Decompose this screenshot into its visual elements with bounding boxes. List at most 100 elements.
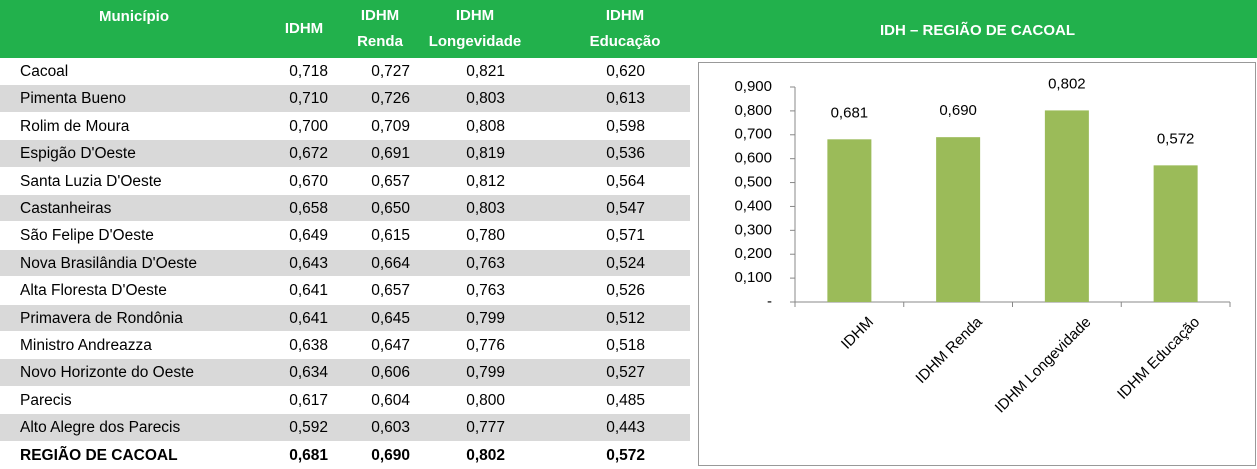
table-cell: 0,571 [606, 227, 645, 245]
table-cell: 0,710 [289, 90, 328, 108]
table-cell: 0,645 [371, 309, 410, 327]
table-cell: Alto Alegre dos Parecis [20, 419, 181, 437]
table-cell: 0,643 [289, 254, 328, 272]
table-cell: 0,672 [289, 145, 328, 163]
table-cell: 0,641 [289, 282, 328, 300]
table-cell: 0,536 [606, 145, 645, 163]
table-cell: 0,691 [371, 145, 410, 163]
y-tick-label: 0,300 [734, 221, 772, 238]
table-row: Pimenta Bueno 0,710 0,726 0,803 0,613 [0, 85, 690, 113]
table-row: Novo Horizonte do Oeste 0,634 0,606 0,799 0,… [0, 359, 690, 387]
y-tick-label: 0,600 [734, 150, 772, 167]
column-header: IDHM Longevidade [420, 0, 530, 58]
table-row: Castanheiras 0,658 0,650 0,803 0,547 [0, 195, 690, 223]
table-cell: 0,821 [466, 63, 505, 80]
table-row: Cacoal 0,718 0,727 0,821 0,620 [0, 58, 690, 86]
table-cell: 0,802 [466, 446, 505, 464]
table-cell: 0,485 [606, 391, 645, 409]
table-cell: 0,803 [466, 200, 505, 217]
table-cell: 0,800 [466, 391, 505, 409]
y-tick-label: 0,800 [734, 102, 772, 119]
data-label: 0,572 [1157, 130, 1195, 147]
table-cell: Pimenta Bueno [20, 90, 126, 108]
table-cell: 0,527 [606, 364, 645, 382]
table-cell: 0,512 [606, 309, 645, 327]
column-header: IDHM Educação [560, 0, 690, 58]
column-header: IDHM Renda [340, 0, 420, 58]
table-cell: 0,603 [371, 419, 410, 437]
table-cell: 0,638 [289, 337, 328, 354]
table-cell: Espigão D'Oeste [20, 145, 136, 163]
table-cell: 0,641 [289, 309, 328, 327]
table-cell: 0,709 [371, 117, 410, 135]
table-cell: Parecis [20, 391, 72, 409]
table-cell: Santa Luzia D'Oeste [20, 172, 162, 190]
table-cell: 0,518 [606, 337, 645, 354]
table-cell: 0,649 [289, 227, 328, 245]
y-tick-label: 0,100 [734, 269, 772, 286]
table-cell: 0,808 [466, 117, 505, 135]
table-row: Rolim de Moura 0,700 0,709 0,808 0,598 [0, 112, 690, 141]
table-cell: 0,799 [466, 364, 505, 382]
bar [827, 139, 872, 302]
table-cell: 0,647 [371, 337, 410, 354]
table-cell: 0,727 [371, 63, 410, 80]
y-tick-label: 0,200 [734, 245, 772, 262]
table-cell: REGIÃO DE CACOAL [20, 446, 178, 464]
table-row: Alto Alegre dos Parecis 0,592 0,603 0,777 0,… [0, 414, 690, 442]
table-cell: Cacoal [20, 63, 69, 80]
table-cell: 0,803 [466, 90, 505, 108]
table-cell: Rolim de Moura [20, 117, 130, 135]
table-cell: 0,799 [466, 309, 505, 327]
table-cell: 0,620 [606, 63, 645, 80]
chart-title: IDH – REGIÃO DE CACOAL [879, 22, 1075, 39]
table-row: São Felipe D'Oeste 0,649 0,615 0,780 0,571 [0, 222, 690, 250]
table-cell: 0,615 [371, 227, 410, 245]
table-cell: 0,776 [466, 337, 505, 354]
bar [936, 137, 981, 302]
y-tick-label: 0,900 [734, 78, 772, 95]
column-header: Município [0, 0, 268, 58]
data-label: 0,690 [939, 102, 977, 119]
header-text: IDHM [284, 20, 324, 37]
table-cell: Alta Floresta D'Oeste [20, 282, 167, 300]
table-row: Parecis 0,617 0,604 0,800 0,485 [0, 386, 690, 415]
header-text: IDHM Renda [357, 7, 403, 50]
table-cell: 0,547 [606, 200, 645, 217]
y-tick-label: 0,500 [734, 174, 772, 191]
bar [1044, 110, 1089, 303]
table-cell: 0,690 [371, 446, 410, 464]
header-text: IDHM Educação [589, 7, 661, 50]
table-cell: Ministro Andreazza [20, 337, 152, 354]
y-tick-label: - [767, 293, 772, 310]
header-bar [0, 0, 1257, 58]
table-cell: 0,606 [371, 364, 410, 382]
table-cell: 0,634 [289, 364, 328, 382]
table-cell: 0,700 [289, 117, 328, 135]
table-row: Primavera de Rondônia 0,641 0,645 0,799 0,51… [0, 304, 690, 332]
column-header: IDHM [268, 0, 340, 58]
table-cell: 0,617 [289, 391, 328, 409]
table-cell: 0,524 [606, 254, 645, 272]
table-cell: 0,526 [606, 282, 645, 300]
table-cell: 0,650 [371, 200, 410, 217]
table-cell: 0,812 [466, 172, 505, 190]
bar [1153, 165, 1198, 302]
table-cell: Nova Brasilândia D'Oeste [20, 254, 197, 272]
table-cell: 0,613 [606, 90, 645, 108]
table-cell: 0,657 [371, 282, 410, 300]
table-cell: 0,670 [289, 172, 328, 190]
table-row: Nova Brasilândia D'Oeste 0,643 0,664 0,763 0… [0, 249, 690, 278]
table-cell: 0,726 [371, 90, 410, 108]
table-cell: São Felipe D'Oeste [20, 227, 154, 245]
header-text: IDHM Longevidade [428, 7, 522, 50]
data-label: 0,681 [831, 104, 869, 121]
table-cell: 0,664 [371, 254, 410, 272]
table-row: Espigão D'Oeste 0,672 0,691 0,819 0,536 [0, 140, 690, 168]
table-cell: 0,657 [371, 172, 410, 190]
table-cell: 0,598 [606, 117, 645, 135]
table-cell: 0,658 [289, 200, 328, 217]
table-row: Santa Luzia D'Oeste 0,670 0,657 0,812 0,564 [0, 167, 690, 195]
table-cell: 0,777 [466, 419, 505, 437]
